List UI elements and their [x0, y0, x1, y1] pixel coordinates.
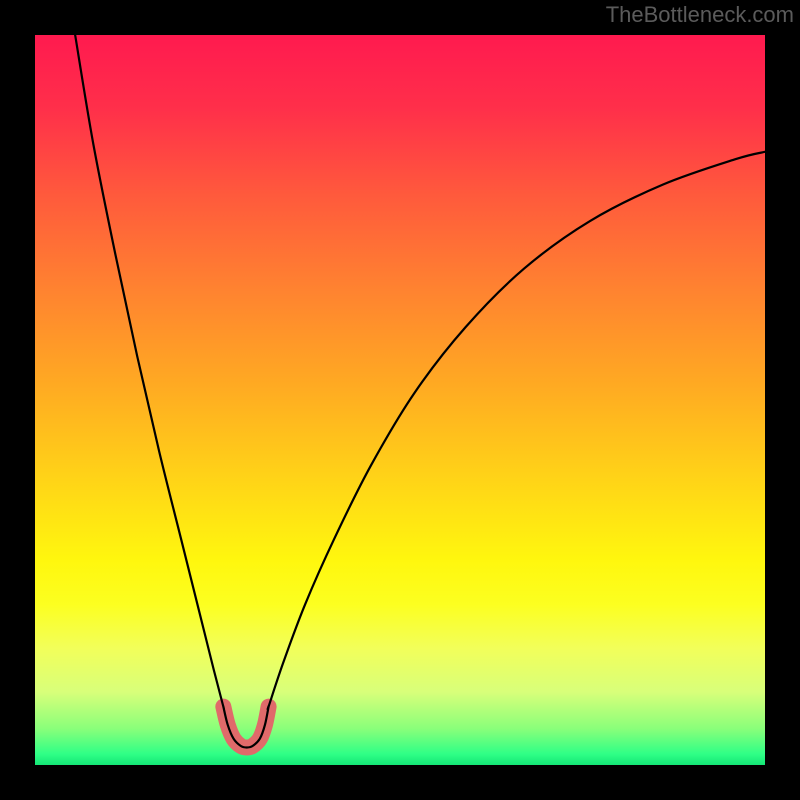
bottleneck-curve	[75, 35, 765, 747]
accent-band	[223, 707, 268, 748]
curve-layer	[35, 35, 765, 765]
chart-frame: TheBottleneck.com	[0, 0, 800, 800]
plot-area	[35, 35, 765, 765]
watermark-text: TheBottleneck.com	[606, 2, 794, 28]
